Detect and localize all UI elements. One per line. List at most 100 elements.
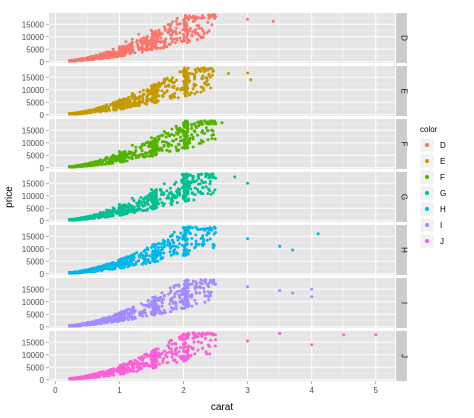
data-point <box>125 209 129 213</box>
data-point <box>140 262 144 266</box>
data-point <box>169 186 172 190</box>
data-point <box>158 254 162 258</box>
data-point <box>119 53 123 57</box>
data-point <box>167 351 171 354</box>
data-point <box>199 35 203 39</box>
data-point <box>157 202 160 206</box>
data-point <box>118 316 121 320</box>
data-point <box>206 227 210 230</box>
data-point <box>154 101 158 105</box>
facet-strip-D <box>396 13 407 63</box>
data-point <box>175 235 179 239</box>
data-point <box>183 195 187 199</box>
data-point <box>190 133 194 137</box>
data-point <box>204 126 208 130</box>
data-point <box>118 105 122 109</box>
data-point <box>186 145 190 149</box>
data-point <box>73 271 77 274</box>
data-point <box>196 38 199 41</box>
data-point <box>150 360 154 364</box>
data-point <box>209 119 213 123</box>
data-point <box>137 104 141 108</box>
data-point <box>83 110 87 114</box>
data-point <box>190 191 194 195</box>
data-point <box>137 48 141 52</box>
data-point <box>199 138 203 142</box>
data-point <box>152 307 156 311</box>
series-points-H <box>68 225 320 275</box>
data-point <box>165 361 169 365</box>
data-point <box>208 237 212 241</box>
legend-key-dot <box>425 239 429 243</box>
data-point <box>181 290 185 294</box>
data-point <box>159 251 163 255</box>
data-point <box>150 84 153 88</box>
data-point <box>164 37 168 41</box>
data-point <box>186 356 190 360</box>
data-point <box>183 299 187 303</box>
data-point <box>170 76 174 80</box>
data-point <box>212 278 216 282</box>
data-point <box>162 251 166 255</box>
data-point <box>105 316 109 320</box>
x-tick-label: 2 <box>181 386 186 395</box>
data-point <box>186 142 190 146</box>
data-point <box>196 340 200 344</box>
data-point <box>191 87 195 91</box>
data-point <box>158 312 162 315</box>
data-point <box>194 285 198 289</box>
data-point <box>92 267 96 271</box>
data-point <box>213 188 217 192</box>
data-point <box>164 135 168 139</box>
data-point <box>210 73 214 77</box>
data-point <box>123 105 127 109</box>
data-point <box>143 101 147 105</box>
data-point <box>197 190 200 194</box>
data-point <box>143 308 147 312</box>
data-point <box>165 89 169 93</box>
data-point <box>98 268 102 272</box>
data-point <box>172 81 176 85</box>
facet-strip-E <box>396 66 407 116</box>
data-point <box>157 351 161 355</box>
data-point <box>180 146 184 150</box>
data-point <box>69 377 73 381</box>
data-point <box>134 149 138 152</box>
data-point <box>199 85 203 89</box>
legend-key-dot <box>425 191 429 195</box>
data-point <box>124 40 128 44</box>
data-point <box>203 180 207 184</box>
data-point <box>182 22 186 26</box>
data-point <box>278 244 282 248</box>
data-point <box>191 347 194 351</box>
data-point <box>233 175 237 179</box>
data-point <box>130 362 134 365</box>
data-point <box>246 17 250 21</box>
data-point <box>166 238 170 242</box>
data-point <box>98 265 102 268</box>
data-point <box>182 175 186 179</box>
data-point <box>156 355 160 359</box>
data-point <box>186 199 190 203</box>
data-point <box>169 201 173 205</box>
data-point <box>96 163 99 166</box>
data-point <box>178 296 182 300</box>
data-point <box>179 231 183 235</box>
data-point <box>111 319 114 323</box>
data-point <box>170 342 174 346</box>
data-point <box>118 366 121 370</box>
data-point <box>190 236 194 240</box>
data-point <box>120 152 124 156</box>
facet-strip-label: F <box>400 142 409 147</box>
data-point <box>111 206 115 210</box>
data-point <box>132 199 136 203</box>
data-point <box>197 177 201 180</box>
y-tick-label: 10000 <box>22 298 45 307</box>
data-point <box>200 130 204 134</box>
data-point <box>111 157 114 161</box>
data-point <box>169 289 173 293</box>
data-point <box>182 357 186 361</box>
data-point <box>111 55 115 59</box>
data-point <box>118 155 121 158</box>
data-point <box>134 262 138 266</box>
